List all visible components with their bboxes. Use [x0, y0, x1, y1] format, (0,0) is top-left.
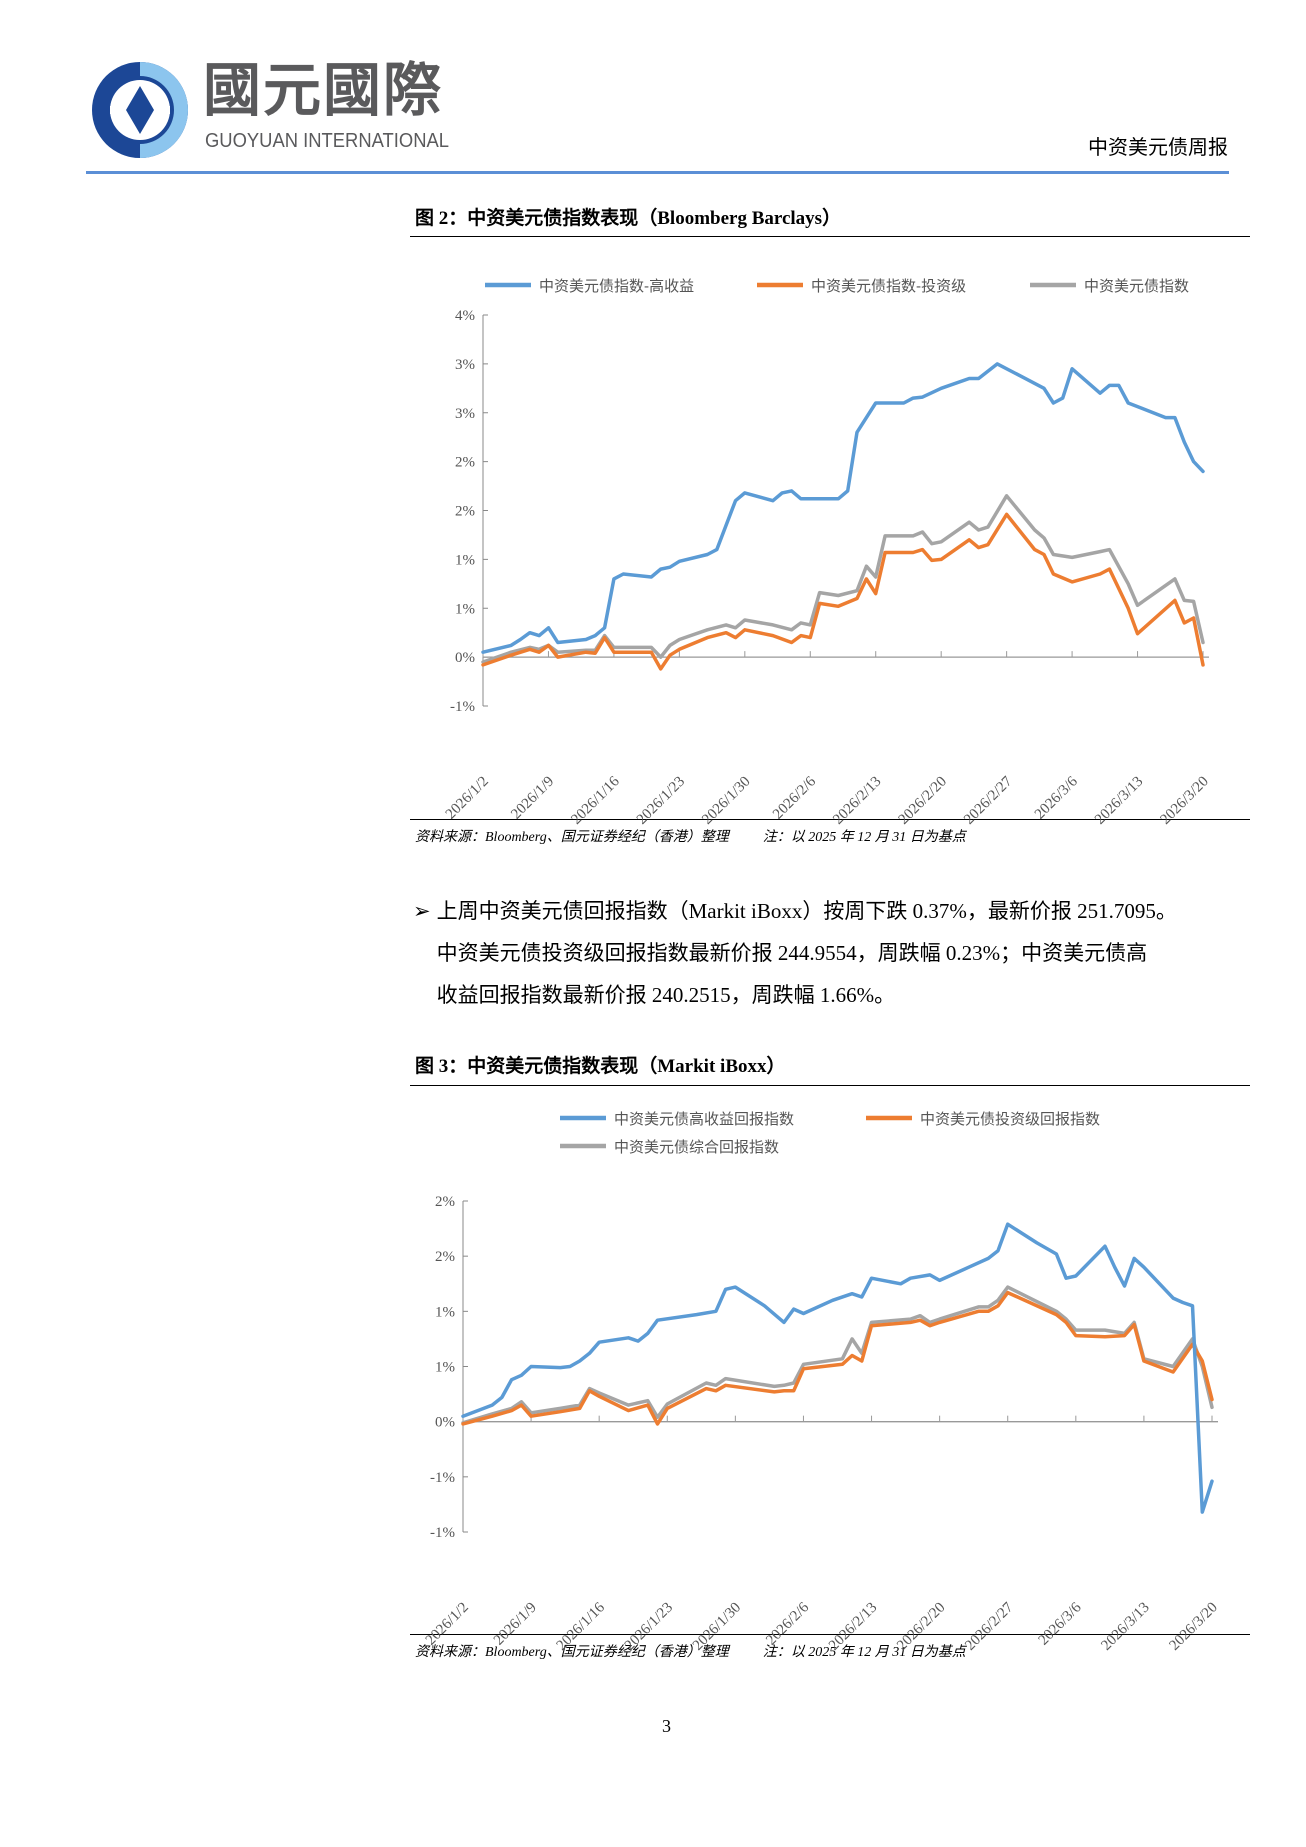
y-tick-label: 1%	[435, 1360, 455, 1376]
y-tick-label: -1%	[430, 1470, 455, 1486]
figure2-top-rule	[410, 236, 1250, 237]
paragraph: ➢ 上周中资美元债回报指数（Markit iBoxx）按周下跌 0.37%，最新…	[413, 890, 1263, 1016]
figure3-source-row: 资料来源：Bloomberg、国元证券经纪（香港）整理 注：以 2025 年 1…	[415, 1644, 966, 1662]
figure2-source-row: 资料来源：Bloomberg、国元证券经纪（香港）整理 注：以 2025 年 1…	[415, 829, 966, 847]
x-tick-label: 2026/2/6	[763, 1599, 812, 1648]
y-tick-label: -1%	[450, 699, 475, 715]
x-tick-label: 2026/2/27	[962, 1599, 1017, 1654]
y-tick-label: 2%	[455, 504, 475, 520]
page-number: 3	[662, 1716, 671, 1736]
x-tick-label: 2026/3/20	[1166, 1600, 1220, 1654]
legend-label: 中资美元债综合回报指数	[614, 1138, 779, 1156]
x-tick-label: 2026/1/30	[690, 1600, 744, 1654]
x-tick-label: 2026/1/9	[491, 1600, 540, 1649]
figure3-title: 图 3：中资美元债指数表现（Markit iBoxx）	[415, 1056, 786, 1077]
y-tick-label: 2%	[435, 1249, 455, 1265]
x-tick-label: 2026/1/2	[423, 1600, 472, 1649]
paragraph-line-1: 上周中资美元债回报指数（Markit iBoxx）按周下跌 0.37%，最新价报…	[436, 899, 1177, 923]
y-tick-label: -1%	[430, 1525, 455, 1541]
legend: 中资美元债指数-高收益 中资美元债指数-投资级 中资美元债指数	[485, 277, 1189, 295]
y-tick-label: 1%	[435, 1304, 455, 1320]
report-name: 中资美元债周报	[1088, 137, 1228, 159]
paragraph-lines: 上周中资美元债回报指数（Markit iBoxx）按周下跌 0.37%，最新价报…	[437, 890, 1177, 1016]
figure3-top-rule	[410, 1085, 1250, 1086]
y-tick-label: 3%	[455, 357, 475, 373]
figure2-note: 注：以 2025 年 12 月 31 日为基点	[762, 830, 966, 845]
figure3-source: 资料来源：Bloomberg、国元证券经纪（香港）整理	[415, 1645, 729, 1660]
series-line	[481, 362, 1205, 654]
x-tick-label: 2026/1/16	[554, 1599, 609, 1654]
x-tick-label: 2026/1/23	[622, 1600, 676, 1654]
x-tick-label: 2026/3/13	[1098, 1600, 1152, 1654]
paragraph-line-2: 中资美元债投资级回报指数最新价报 244.9554，周跌幅 0.23%；中资美元…	[436, 941, 1148, 965]
guoyuan-logo-mark	[92, 62, 188, 158]
y-tick-label: 3%	[455, 406, 475, 422]
logo-chinese-name: 國元國際	[203, 56, 444, 124]
logo-english-name: GUOYUAN INTERNATIONAL	[205, 130, 450, 152]
y-tick-label: 0%	[435, 1415, 455, 1431]
y-tick-label: 2%	[435, 1194, 455, 1210]
paragraph-bullet: ➢	[413, 899, 431, 923]
y-tick-label: 1%	[455, 601, 475, 617]
x-tick-label: 2026/2/13	[826, 1600, 880, 1654]
legend-label: 中资美元债投资级回报指数	[920, 1110, 1100, 1128]
legend-label: 中资美元债指数-投资级	[811, 277, 966, 295]
figure3-bottom-rule	[410, 1634, 1250, 1635]
x-tick-label: 2026/3/6	[1036, 1599, 1085, 1648]
series-line	[461, 1285, 1214, 1425]
y-tick-label: 0%	[455, 650, 475, 666]
figure2-bottom-rule	[410, 819, 1250, 820]
y-tick-label: 2%	[455, 455, 475, 471]
figure2-title: 图 2：中资美元债指数表现（Bloomberg Barclays）	[415, 208, 842, 229]
header-rule	[86, 171, 1229, 174]
x-tick-label: 2026/2/20	[894, 1600, 948, 1654]
series-line	[461, 1290, 1214, 1426]
figure3-note: 注：以 2025 年 12 月 31 日为基点	[762, 1645, 966, 1660]
figure2-source: 资料来源：Bloomberg、国元证券经纪（香港）整理	[415, 830, 729, 845]
legend-label: 中资美元债高收益回报指数	[614, 1110, 794, 1128]
paragraph-line-3: 收益回报指数最新价报 240.2515，周跌幅 1.66%。	[436, 983, 896, 1007]
series-line	[481, 512, 1205, 671]
y-tick-label: 1%	[455, 552, 475, 568]
y-tick-label: 4%	[455, 308, 475, 324]
legend-label: 中资美元债指数-高收益	[539, 277, 694, 295]
legend-label: 中资美元债指数	[1084, 277, 1189, 295]
series-line	[461, 1222, 1214, 1514]
